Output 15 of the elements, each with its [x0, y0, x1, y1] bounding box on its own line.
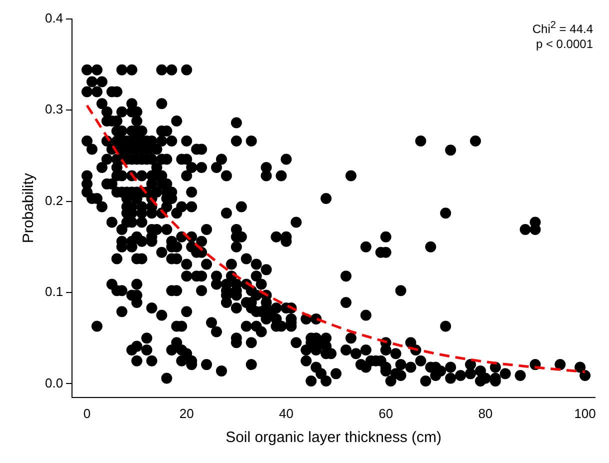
- x-tick-label: 20: [179, 406, 194, 421]
- x-axis-title: Soil organic layer thickness (cm): [226, 429, 442, 446]
- x-tick-label: 60: [378, 406, 394, 421]
- y-tick-label: 0.0: [44, 375, 64, 390]
- y-tick-label: 0.4: [44, 10, 64, 26]
- x-tick-label: 80: [478, 406, 493, 421]
- annotation: Chi$^{2}$ = 44.4: [532, 19, 593, 37]
- y-tick-label: 0.3: [44, 102, 64, 117]
- x-tick-label: 40: [278, 406, 294, 421]
- annotation: p < 0.0001: [534, 37, 593, 52]
- y-tick-label: 0.2: [44, 192, 64, 208]
- y-axis-title: Probability: [20, 172, 38, 244]
- x-tick-label: 100: [574, 406, 596, 421]
- y-tick-label: 0.1: [44, 284, 64, 300]
- x-tick-label: 0: [83, 406, 91, 421]
